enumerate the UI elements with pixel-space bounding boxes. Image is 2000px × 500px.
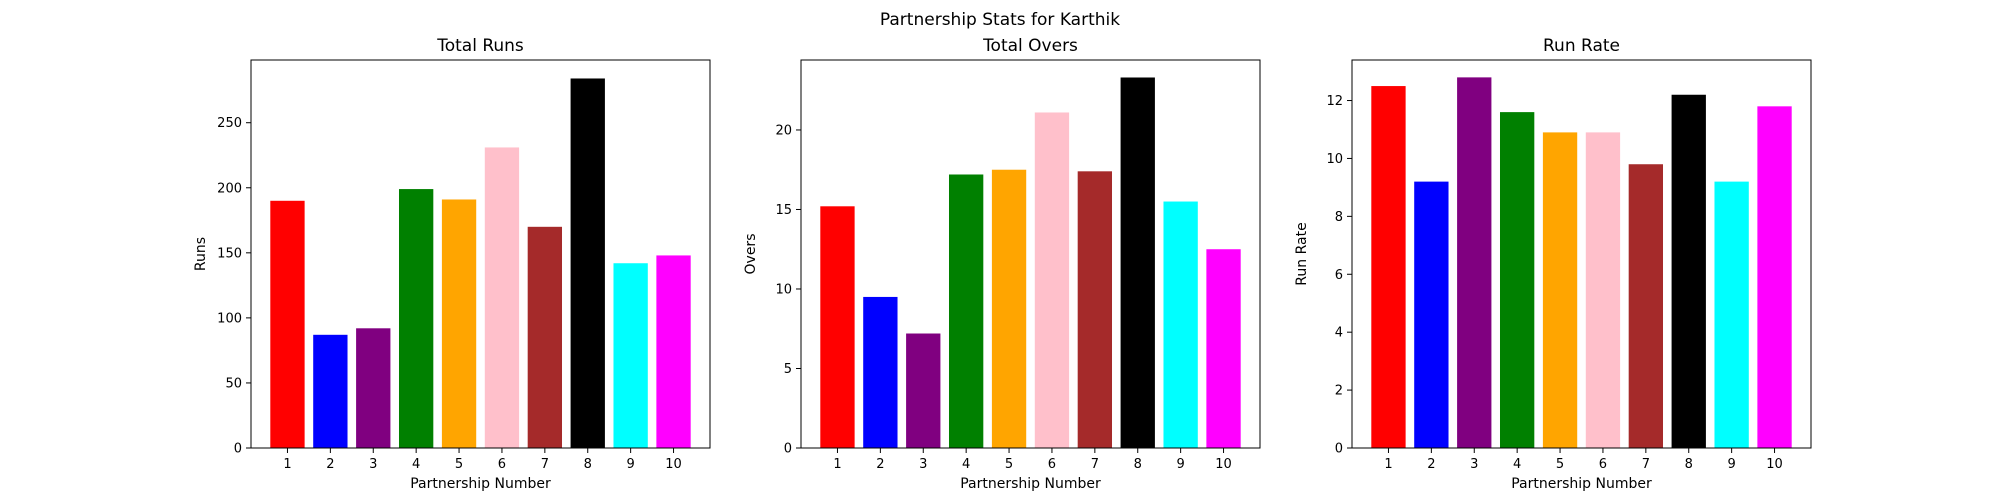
overs-y-tick-label-5: 5 xyxy=(784,362,792,377)
run-rate-x-tick-label-5: 5 xyxy=(1556,457,1564,472)
overs-axes-frame xyxy=(800,59,1261,449)
runs-y-tick-label-50: 50 xyxy=(225,376,242,391)
overs-y-axis-label: Overs xyxy=(743,234,759,275)
runs-x-axis-label: Partnership Number xyxy=(410,476,551,492)
runs-y-tick-label-0: 0 xyxy=(234,442,242,457)
run-rate-bar-10 xyxy=(1757,106,1792,448)
run-rate-x-tick-label-10: 10 xyxy=(1766,457,1783,472)
runs-x-tick-label-6: 6 xyxy=(498,457,506,472)
runs-x-tick-label-1: 1 xyxy=(283,457,291,472)
runs-bar-4 xyxy=(398,189,434,448)
overs-chart-title: Total Overs xyxy=(982,36,1078,56)
overs-bar-4 xyxy=(948,174,984,448)
run-rate-y-tick-label-12: 12 xyxy=(1326,94,1343,109)
runs-bar-2 xyxy=(313,334,348,448)
runs-x-tick-label-3: 3 xyxy=(369,457,377,472)
run-rate-chart-title: Run Rate xyxy=(1543,36,1620,56)
run-rate-bar-2 xyxy=(1414,181,1449,448)
runs-y-tick-label-100: 100 xyxy=(217,311,242,326)
overs-bar-8 xyxy=(1120,77,1155,448)
overs-x-tick-label-9: 9 xyxy=(1176,457,1184,472)
overs-x-tick-label-10: 10 xyxy=(1215,457,1232,472)
overs-y-tick-label-10: 10 xyxy=(775,282,792,297)
run-rate-y-tick-label-6: 6 xyxy=(1335,268,1343,283)
run-rate-axes-frame xyxy=(1351,59,1812,449)
run-rate-bar-6 xyxy=(1585,132,1621,448)
overs-bar-5 xyxy=(991,169,1027,448)
runs-y-tick-label-250: 250 xyxy=(217,116,242,131)
runs-bar-10 xyxy=(656,255,691,448)
run-rate-x-tick-label-7: 7 xyxy=(1642,457,1650,472)
run-rate-x-tick-label-3: 3 xyxy=(1470,457,1478,472)
overs-bar-3 xyxy=(906,333,941,448)
overs-y-tick-label-15: 15 xyxy=(775,203,792,218)
run-rate-y-axis-label: Run Rate xyxy=(1294,222,1310,285)
runs-x-tick-label-8: 8 xyxy=(584,457,592,472)
runs-x-tick-label-5: 5 xyxy=(455,457,463,472)
overs-x-tick-label-2: 2 xyxy=(876,457,884,472)
runs-x-tick-label-10: 10 xyxy=(665,457,682,472)
run-rate-bar-5 xyxy=(1542,132,1578,448)
runs-bar-5 xyxy=(441,199,477,448)
overs-bar-7 xyxy=(1077,171,1113,449)
overs-bar-2 xyxy=(863,296,898,448)
run-rate-bar-3 xyxy=(1457,77,1492,448)
overs-x-tick-label-3: 3 xyxy=(919,457,927,472)
overs-bar-9 xyxy=(1163,201,1198,448)
figure-suptitle: Partnership Stats for Karthik xyxy=(880,10,1120,30)
runs-y-tick-label-200: 200 xyxy=(217,181,242,196)
overs-x-tick-label-4: 4 xyxy=(962,457,970,472)
run-rate-bar-1 xyxy=(1371,86,1406,449)
run-rate-y-tick-label-10: 10 xyxy=(1326,152,1343,167)
run-rate-bar-8 xyxy=(1671,94,1706,448)
run-rate-x-tick-label-1: 1 xyxy=(1384,457,1392,472)
run-rate-x-axis-label: Partnership Number xyxy=(1511,476,1652,492)
overs-x-tick-label-6: 6 xyxy=(1048,457,1056,472)
runs-bar-3 xyxy=(356,328,391,448)
overs-x-tick-label-1: 1 xyxy=(833,457,841,472)
runs-x-tick-label-9: 9 xyxy=(626,457,634,472)
overs-bar-1 xyxy=(820,206,855,448)
run-rate-y-tick-label-4: 4 xyxy=(1335,326,1343,341)
run-rate-x-tick-label-6: 6 xyxy=(1599,457,1607,472)
runs-bar-9 xyxy=(613,263,648,448)
run-rate-x-tick-label-8: 8 xyxy=(1685,457,1693,472)
run-rate-bar-7 xyxy=(1628,164,1664,448)
overs-y-tick-label-0: 0 xyxy=(784,442,792,457)
runs-bar-8 xyxy=(570,78,605,448)
runs-chart-title: Total Runs xyxy=(436,36,524,56)
runs-y-tick-label-150: 150 xyxy=(217,246,242,261)
runs-x-tick-label-2: 2 xyxy=(326,457,334,472)
runs-bar-7 xyxy=(527,226,563,448)
overs-y-tick-label-20: 20 xyxy=(775,123,792,138)
overs-x-axis-label: Partnership Number xyxy=(960,476,1101,492)
run-rate-y-tick-label-2: 2 xyxy=(1335,384,1343,399)
runs-y-axis-label: Runs xyxy=(193,237,209,271)
run-rate-x-tick-label-4: 4 xyxy=(1513,457,1521,472)
runs-x-tick-label-7: 7 xyxy=(541,457,549,472)
runs-bar-1 xyxy=(270,200,305,448)
overs-bar-10 xyxy=(1206,249,1241,448)
run-rate-bar-4 xyxy=(1499,112,1535,449)
run-rate-x-tick-label-2: 2 xyxy=(1427,457,1435,472)
overs-x-tick-label-5: 5 xyxy=(1005,457,1013,472)
runs-x-tick-label-4: 4 xyxy=(412,457,420,472)
runs-axes-frame xyxy=(250,59,711,449)
run-rate-bar-9 xyxy=(1714,181,1749,448)
runs-bar-6 xyxy=(484,147,520,448)
chart-panel-overs: 1 2 3 4 5 6 7 8 9 10 0 5 10 15 20 Total Overs Partnershi… xyxy=(743,36,1261,492)
overs-bar-6 xyxy=(1034,112,1070,449)
overs-x-tick-label-7: 7 xyxy=(1091,457,1099,472)
overs-x-tick-label-8: 8 xyxy=(1134,457,1142,472)
run-rate-y-tick-label-8: 8 xyxy=(1335,210,1343,225)
run-rate-y-tick-label-0: 0 xyxy=(1335,442,1343,457)
run-rate-x-tick-label-9: 9 xyxy=(1727,457,1735,472)
